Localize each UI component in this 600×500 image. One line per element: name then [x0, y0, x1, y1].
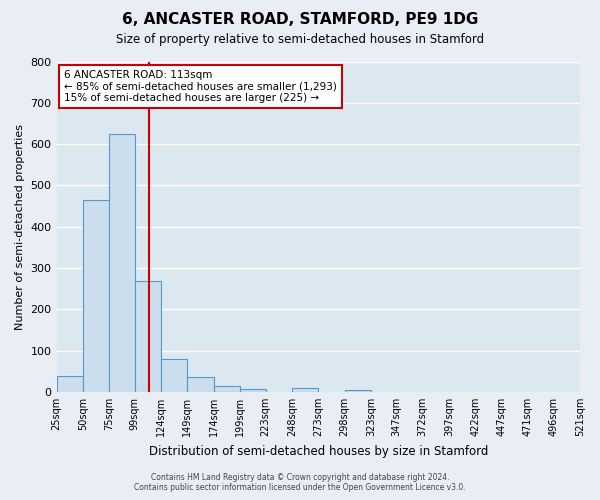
Bar	[83, 200, 109, 392]
Bar	[56, 376, 83, 392]
Y-axis label: Number of semi-detached properties: Number of semi-detached properties	[15, 124, 25, 330]
Bar	[240, 388, 266, 392]
Bar	[214, 386, 240, 392]
X-axis label: Distribution of semi-detached houses by size in Stamford: Distribution of semi-detached houses by …	[149, 444, 488, 458]
Bar	[134, 281, 161, 392]
Bar	[344, 390, 371, 392]
Bar	[109, 134, 134, 392]
Bar	[292, 388, 318, 392]
Text: Size of property relative to semi-detached houses in Stamford: Size of property relative to semi-detach…	[116, 32, 484, 46]
Text: 6, ANCASTER ROAD, STAMFORD, PE9 1DG: 6, ANCASTER ROAD, STAMFORD, PE9 1DG	[122, 12, 478, 28]
Text: 6 ANCASTER ROAD: 113sqm
← 85% of semi-detached houses are smaller (1,293)
15% of: 6 ANCASTER ROAD: 113sqm ← 85% of semi-de…	[64, 70, 337, 103]
Bar	[187, 377, 214, 392]
Bar	[161, 359, 187, 392]
Text: Contains HM Land Registry data © Crown copyright and database right 2024.
Contai: Contains HM Land Registry data © Crown c…	[134, 473, 466, 492]
